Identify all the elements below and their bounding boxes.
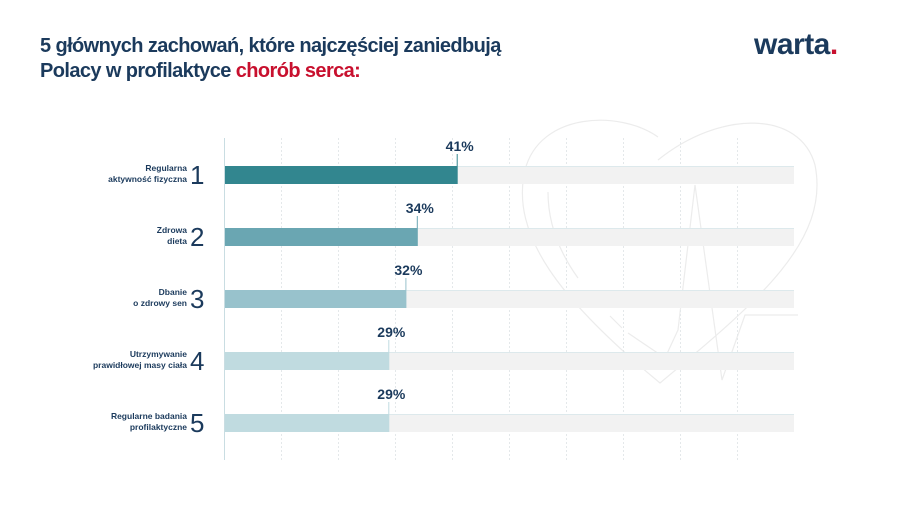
category-label: Regularne badania profilaktyczne [111,411,187,433]
category-label-line: o zdrowy sen [133,298,187,308]
logo-text: warta [754,28,830,61]
rank-number: 5 [190,408,205,438]
rank-number: 1 [190,160,205,190]
category-label-line: profilaktyczne [129,422,187,432]
bar [224,228,418,246]
title-prefix: Polacy w profilaktyce [40,60,236,82]
category-label-line: aktywność fizyczna [108,174,187,184]
data-label: 41% [445,138,474,154]
page-title: 5 głównych zachowań, które najczęściej z… [40,34,501,84]
rank-number: 4 [190,346,205,376]
title-line-1: 5 głównych zachowań, które najczęściej z… [40,35,501,57]
data-label: 29% [377,386,406,402]
data-label: 29% [377,324,406,340]
category-label-line: dieta [167,236,187,246]
warta-logo: warta. [754,28,838,62]
category-label-line: Utrzymywanie [129,349,187,359]
logo-dot: . [829,28,838,61]
category-label-line: Regularne badania [110,411,187,421]
category-label-line: prawidłowej masy ciała [92,360,187,370]
title-highlight: chorób serca: [235,60,361,82]
category-label-line: Dbanie [158,287,187,297]
data-label: 32% [394,262,423,278]
category-label-line: Zdrowa [156,225,187,235]
bar [224,166,458,184]
rank-number: 3 [190,284,205,314]
title-line-2: Polacy w profilaktyce chorób serca: [40,59,501,84]
category-label: Utrzymywanie prawidłowej masy ciała [93,349,187,371]
bar [224,290,407,308]
data-label: 34% [405,200,434,216]
category-label: Zdrowa dieta [157,225,187,247]
rank-number: 2 [190,222,205,252]
category-label-line: Regularna [145,163,187,173]
category-label: Regularna aktywność fizyczna [108,163,187,185]
bar [224,352,390,370]
category-label: Dbanie o zdrowy sen [133,287,187,309]
bar [224,414,390,432]
